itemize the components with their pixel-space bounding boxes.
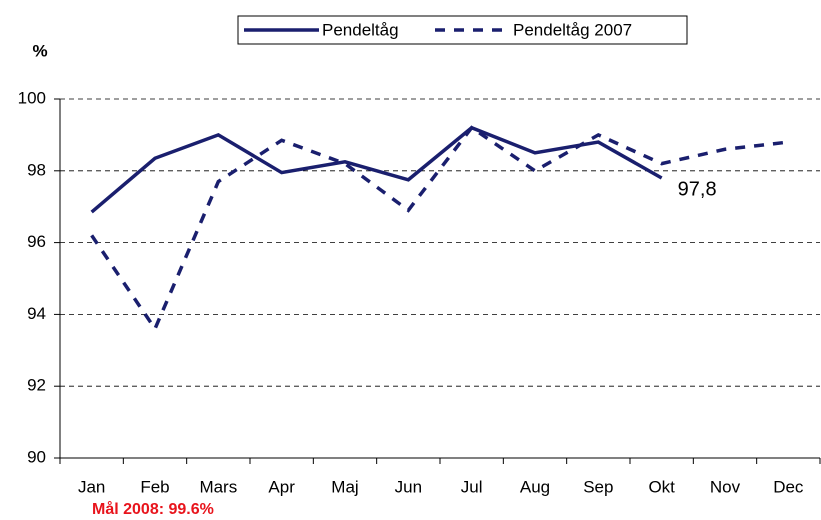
y-tick-label: 92: [27, 376, 46, 395]
x-tick-label: Aug: [520, 477, 550, 496]
x-tick-label: Jan: [78, 477, 105, 496]
data-label: 97,8: [678, 178, 717, 200]
x-tick-label: Dec: [773, 477, 804, 496]
y-tick-label: 94: [27, 304, 46, 323]
y-tick-label: 100: [18, 88, 46, 107]
x-tick-label: Nov: [710, 477, 741, 496]
y-axis-label: %: [32, 41, 47, 60]
x-tick-label: Maj: [331, 477, 358, 496]
y-tick-label: 96: [27, 232, 46, 251]
x-tick-label: Sep: [583, 477, 613, 496]
series-line: [90, 125, 789, 333]
x-tick-label: Jun: [395, 477, 422, 496]
x-tick-label: Jul: [461, 477, 483, 496]
x-tick-label: Mars: [199, 477, 237, 496]
legend-label: Pendeltåg: [322, 20, 399, 39]
x-tick-label: Apr: [268, 477, 295, 496]
x-tick-label: Feb: [140, 477, 169, 496]
y-tick-label: 98: [27, 160, 46, 179]
annotation: Mål 2008: 99.6%: [92, 500, 214, 518]
x-tick-label: Okt: [648, 477, 675, 496]
legend-label: Pendeltåg 2007: [513, 20, 632, 39]
y-tick-label: 90: [27, 447, 46, 466]
series-line: [90, 125, 663, 214]
